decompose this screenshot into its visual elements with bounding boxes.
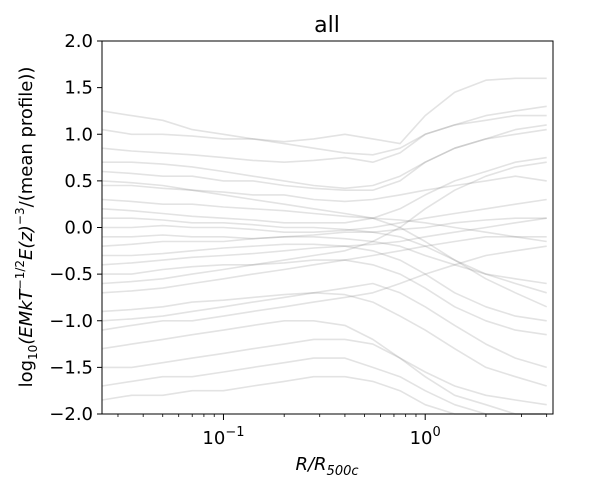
y-tick-label-5: 0.5 [64,171,93,192]
y-tick-label-3: −0.5 [49,264,93,285]
chart-title: all [314,13,340,38]
x-tick-label-1: 100 [410,425,441,449]
y-axis-label-ez-exp: −3 [13,207,27,225]
profile-line-16 [101,245,547,331]
profile-line-9 [102,234,547,285]
plot-lines [101,77,548,415]
y-axis-label-tail: /(mean profile)) [16,67,37,208]
profile-line-21 [101,180,548,308]
x-axis-label: R/R500c [295,454,358,479]
profile-line-8 [102,198,547,233]
profile-line-14 [101,236,547,294]
x-tick-base-1: 10 [410,428,433,449]
y-tick-label-0: −2.0 [49,404,93,425]
y-tick-label-1: −1.5 [49,357,93,378]
profile-line-3 [101,128,547,191]
profile-line-11 [102,243,547,322]
profile-line-6 [101,156,547,224]
y-axis-label-log: log [16,360,37,387]
profile-line-13 [102,259,547,336]
profile-line-10 [101,217,547,247]
y-axis: −2.0 −1.5 −1.0 −0.5 0.0 0.5 1.0 1.5 2.0 [49,31,102,425]
profile-line-19 [101,357,547,415]
profile-line-7 [102,217,547,294]
profile-line-18 [102,338,547,406]
y-tick-label-2: −1.0 [49,311,93,332]
profile-line-1 [101,105,547,156]
x-axis-label-main: R/R [295,454,326,475]
profile-line-5 [101,198,547,243]
y-axis-label-emkt: (EMkT [16,287,37,344]
x-axis-label-sub: 500c [327,464,359,479]
y-tick-label-7: 1.5 [64,78,93,99]
profile-line-23 [102,124,547,190]
y-axis-label-log-base: 10 [26,345,40,360]
y-tick-label-8: 2.0 [64,31,93,52]
x-axis: 10−1 100 [117,414,548,449]
y-tick-label-4: 0.0 [64,218,93,239]
y-axis-label-ez: E(z) [16,225,37,260]
profile-line-17 [101,320,547,415]
profile-line-20 [101,375,547,415]
x-tick-base-0: 10 [202,428,225,449]
profile-line-24 [101,282,547,369]
profile-line-15 [101,292,547,387]
y-axis-label-emkt-exp: −1/2 [13,260,27,289]
x-tick-exp-0: −1 [225,425,244,440]
y-axis-label: log10(EMkT−1/2E(z)−3/(mean profile)) [13,67,40,388]
y-tick-label-6: 1.0 [64,124,93,145]
profile-line-2 [101,114,547,163]
x-tick-exp-1: 0 [433,425,441,440]
x-tick-label-0: 10−1 [202,425,244,449]
profile-line-0 [101,77,547,145]
profile-line-4 [102,175,547,203]
profile-line-12 [101,217,547,266]
profile-line-22 [101,161,547,285]
